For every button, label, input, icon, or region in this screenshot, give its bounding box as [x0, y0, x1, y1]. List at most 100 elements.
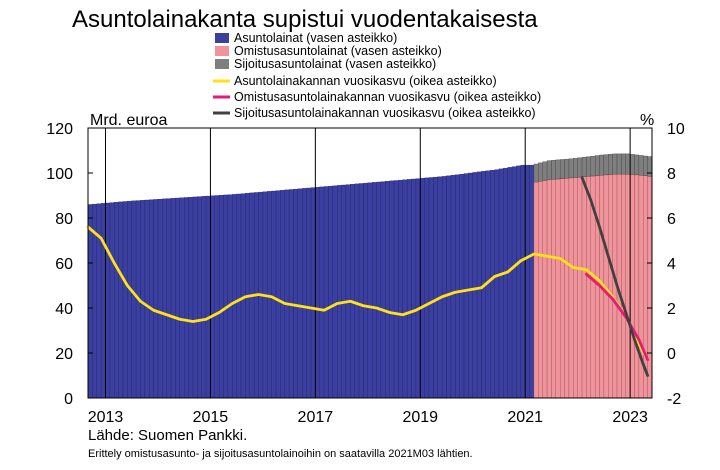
bar-asuntolainat	[284, 189, 290, 399]
bar-sijoitusasuntolainat	[555, 159, 561, 180]
bar-asuntolainat	[170, 198, 176, 399]
legend-label-asuntolainakanta-kasvu: Asuntolainakannan vuosikasvu (oikea aste…	[234, 74, 497, 88]
bar-asuntolainat	[96, 203, 102, 399]
bar-asuntolainat	[87, 204, 93, 399]
bar-asuntolainat	[411, 178, 417, 399]
bar-asuntolainat	[389, 180, 395, 399]
left-tick-label: 20	[55, 346, 73, 363]
series-line-3	[580, 176, 650, 377]
legend-label-sijoitus: Sijoitusasuntolainat (vasen asteikko)	[234, 57, 436, 71]
series-line-2	[585, 272, 650, 362]
bar-omistusasuntolainat	[586, 176, 591, 399]
bar-asuntolainat	[367, 182, 373, 399]
bar-asuntolainat	[205, 195, 211, 399]
bar-asuntolainat	[275, 190, 281, 399]
legend: Asuntolainat (vasen asteikko) Omistusasu…	[213, 31, 541, 120]
bar-asuntolainat	[424, 177, 430, 399]
bar-sijoitusasuntolainat	[603, 154, 609, 176]
bar-asuntolainat	[433, 176, 438, 399]
bar-asuntolainat	[420, 178, 425, 399]
bar-asuntolainat	[140, 200, 146, 399]
bar-asuntolainat	[468, 172, 473, 399]
bar-sijoitusasuntolainat	[608, 154, 613, 175]
bar-asuntolainat	[498, 168, 504, 399]
bar-asuntolainat	[398, 179, 403, 399]
bar-sijoitusasuntolainat	[564, 158, 570, 179]
bar-asuntolainat	[494, 169, 500, 399]
bar-asuntolainat	[153, 199, 159, 399]
right-tick-label: 10	[667, 121, 685, 138]
bar-asuntolainat	[218, 195, 224, 399]
bar-omistusasuntolainat	[538, 181, 543, 399]
right-tick-label: -2	[667, 391, 681, 408]
bar-omistusasuntolainat	[568, 177, 574, 399]
bar-asuntolainat	[516, 165, 522, 399]
bar-asuntolainat	[323, 186, 329, 399]
right-tick-label: 4	[667, 256, 676, 273]
bar-asuntolainat	[131, 200, 137, 399]
bar-sijoitusasuntolainat	[586, 156, 591, 177]
bar-sijoitusasuntolainat	[612, 153, 618, 175]
bar-asuntolainat	[341, 184, 347, 399]
bar-omistusasuntolainat	[564, 178, 570, 399]
x-tick-label-2019: 2019	[402, 409, 438, 426]
bar-asuntolainat	[476, 171, 482, 399]
bar-sijoitusasuntolainat	[594, 155, 600, 176]
bar-omistusasuntolainat	[629, 174, 635, 399]
bar-asuntolainat	[385, 181, 390, 399]
bar-asuntolainat	[459, 173, 465, 399]
bar-asuntolainat	[455, 174, 460, 399]
bar-omistusasuntolainat	[621, 173, 626, 399]
legend-label-asuntolainat: Asuntolainat (vasen asteikko)	[234, 31, 397, 45]
bar-sijoitusasuntolainat	[538, 162, 543, 182]
x-tick-label-2013: 2013	[88, 409, 124, 426]
bar-asuntolainat	[446, 175, 452, 399]
bar-asuntolainat	[144, 199, 150, 399]
bar-omistusasuntolainat	[560, 178, 565, 399]
bar-asuntolainat	[105, 202, 111, 399]
left-tick-label: 0	[64, 391, 73, 408]
bar-asuntolainat	[114, 202, 119, 399]
bar-asuntolainat	[109, 202, 115, 399]
right-tick-label: 8	[667, 166, 676, 183]
bar-sijoitusasuntolainat	[616, 153, 622, 175]
legend-swatch-sijoitus	[215, 59, 229, 69]
right-axis-unit: %	[640, 112, 654, 129]
note-text: Erittely omistusasunto- ja sijoitusasunt…	[88, 448, 473, 460]
bar-asuntolainat	[332, 185, 338, 399]
bar-sijoitusasuntolainat	[577, 157, 583, 178]
bar-asuntolainat	[319, 186, 325, 399]
bar-omistusasuntolainat	[634, 174, 640, 399]
bar-asuntolainat	[490, 170, 495, 399]
bar-omistusasuntolainat	[555, 178, 561, 399]
bar-asuntolainat	[122, 201, 128, 399]
bar-asuntolainat	[428, 177, 434, 399]
bar-asuntolainat	[288, 189, 294, 399]
bar-omistusasuntolainat	[608, 174, 613, 399]
x-tick-label-2021: 2021	[507, 409, 543, 426]
bar-omistusasuntolainat	[542, 180, 548, 399]
bar-asuntolainat	[472, 172, 478, 399]
bar-asuntolainat	[184, 197, 189, 399]
bar-asuntolainat	[127, 200, 132, 399]
bar-asuntolainat	[363, 182, 368, 399]
bar-asuntolainat	[157, 198, 163, 399]
left-tick-label: 40	[55, 301, 73, 318]
bar-asuntolainat	[315, 187, 320, 399]
chart-title: Asuntolainakanta supistui vuodentakaises…	[72, 6, 538, 33]
bar-asuntolainat	[149, 199, 154, 399]
bar-omistusasuntolainat	[581, 176, 587, 399]
bar-asuntolainat	[441, 176, 447, 399]
left-tick-label: 100	[46, 166, 73, 183]
bar-sijoitusasuntolainat	[581, 157, 587, 177]
bar-asuntolainat	[310, 187, 316, 399]
bar-asuntolainat	[380, 181, 386, 399]
bar-asuntolainat	[337, 185, 342, 399]
left-tick-label: 80	[55, 211, 73, 228]
x-tick-label-2023: 2023	[612, 409, 648, 426]
bar-asuntolainat	[201, 196, 207, 399]
bar-asuntolainat	[402, 179, 408, 399]
bar-asuntolainat	[393, 180, 399, 399]
bar-asuntolainat	[280, 190, 285, 399]
